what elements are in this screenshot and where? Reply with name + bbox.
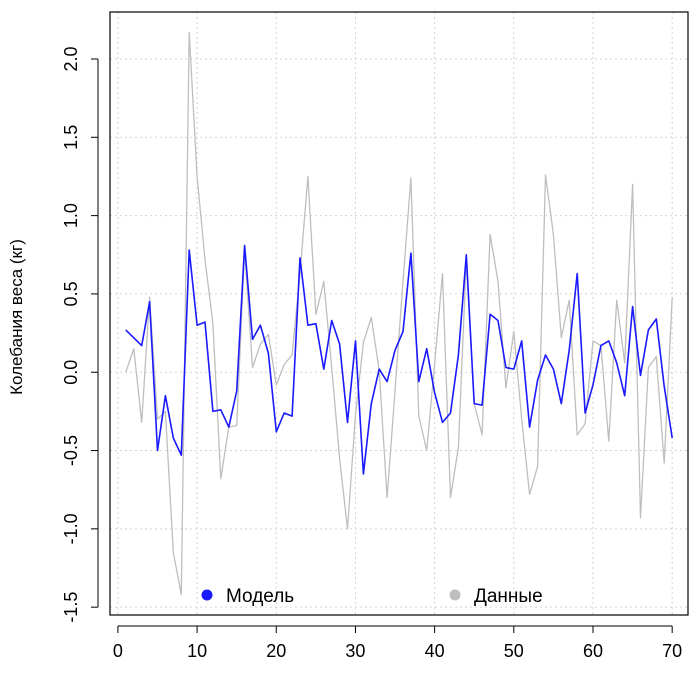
series-layer	[125, 31, 673, 596]
y-tick-label: 1.5	[61, 125, 81, 150]
legend: Модель Данные	[201, 586, 543, 607]
y-axis-title: Колебания веса (кг)	[7, 239, 26, 395]
x-tick-label: 50	[504, 641, 524, 661]
legend-marker-data	[449, 589, 461, 601]
legend-marker-model	[201, 589, 213, 601]
series-line-data	[125, 31, 673, 596]
plot-frame	[109, 11, 689, 616]
y-tick-label: 0.5	[61, 281, 81, 306]
legend-label-model: Модель	[226, 586, 294, 607]
x-tick-label: 60	[583, 641, 603, 661]
legend-label-data: Данные	[474, 586, 543, 607]
x-tick-label: 10	[187, 641, 207, 661]
series-line-model	[125, 244, 673, 475]
x-tick-label: 0	[113, 641, 123, 661]
x-tick-label: 70	[662, 641, 682, 661]
x-tick-label: 40	[425, 641, 445, 661]
x-tick-label: 30	[345, 641, 365, 661]
y-tick-label: 0.0	[61, 360, 81, 385]
x-tick-label: 20	[266, 641, 286, 661]
x-axis: 0 10 20 30 40 50 60 70	[113, 625, 682, 661]
y-tick-label: -0.5	[61, 435, 81, 466]
y-tick-label: 2.0	[61, 46, 81, 71]
y-axis: -1.5 -1.0 -0.5 0.0 0.5 1.0 1.5 2.0	[61, 46, 99, 623]
grid	[110, 12, 688, 615]
y-tick-label: -1.0	[61, 513, 81, 544]
y-tick-label: 1.0	[61, 203, 81, 228]
y-tick-label: -1.5	[61, 592, 81, 623]
